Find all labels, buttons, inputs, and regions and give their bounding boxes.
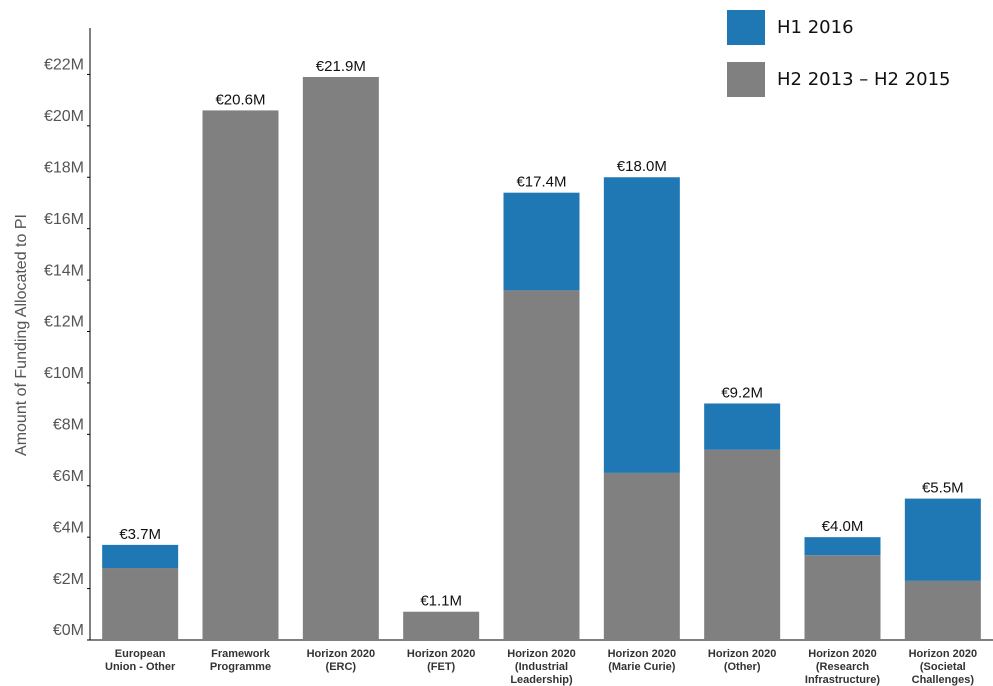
x-tick-label-line: (Industrial [515, 661, 568, 673]
bar-segment [403, 611, 480, 640]
x-tick-label-line: Programme [210, 661, 271, 673]
y-tick-label: €18M [44, 159, 84, 176]
bar-segment [603, 472, 680, 640]
x-tick-label-line: Framework [211, 648, 271, 660]
x-tick-label-line: (FET) [427, 661, 455, 673]
x-tick-label: European Union - Other [105, 648, 176, 673]
total-label: €9.2M [721, 384, 763, 401]
x-tick-label-line: (Research [816, 661, 869, 673]
y-tick-label: €12M [44, 314, 84, 331]
x-tick-label-line: Horizon 2020 [507, 648, 575, 660]
total-label: €20.6M [215, 91, 265, 108]
bar-segment [904, 498, 981, 581]
x-tick-label: Horizon 2020 (FET) [407, 648, 475, 673]
y-axis-title: Amount of Funding Allocated to PI [13, 214, 30, 456]
bar-segment [704, 403, 781, 450]
x-tick-label: Horizon 2020 (ERC) [307, 648, 375, 673]
legend-label: H2 2013 – H2 2015 [777, 69, 950, 90]
y-tick-label: €8M [53, 417, 84, 434]
total-label: €17.4M [516, 174, 566, 191]
y-tick-label: €2M [53, 571, 84, 588]
bar-segment [503, 192, 580, 291]
x-tick-label: Horizon 2020 (Industrial Leadership) [507, 648, 575, 686]
x-tick-label-line: Union - Other [105, 661, 176, 673]
y-tick-label: €4M [53, 519, 84, 536]
total-label: €3.7M [119, 526, 161, 543]
total-label: €18.0M [617, 158, 667, 175]
x-tick-label-line: (Marie Curie) [608, 661, 676, 673]
bar-segment [102, 568, 179, 640]
x-tick-label-line: Challenges) [912, 674, 975, 686]
x-tick-label-line: Horizon 2020 [608, 648, 676, 660]
x-tick-label-line: (ERC) [326, 661, 357, 673]
y-tick-label: €0M [53, 622, 84, 639]
x-tick-label-line: Horizon 2020 [808, 648, 876, 660]
y-tick-label: €20M [44, 108, 84, 125]
bar-segment [904, 580, 981, 640]
bar-segment [503, 290, 580, 640]
x-tick-label-line: Horizon 2020 [708, 648, 776, 660]
bar-segment [102, 544, 179, 569]
x-tick-label-line: Horizon 2020 [407, 648, 475, 660]
y-tick-label: €22M [44, 57, 84, 74]
x-tick-label-line: Horizon 2020 [307, 648, 375, 660]
y-tick-label: €6M [53, 468, 84, 485]
x-tick-label-line: Horizon 2020 [909, 648, 977, 660]
total-label: €21.9M [316, 58, 366, 75]
legend-label: H1 2016 [777, 17, 854, 38]
total-label: €4.0M [822, 518, 864, 535]
x-tick-label: Horizon 2020 (Marie Curie) [608, 648, 676, 673]
x-tick-label-line: (Other) [724, 661, 761, 673]
total-label: €1.1M [420, 593, 462, 610]
bar-segment [804, 537, 881, 556]
x-tick-label: Horizon 2020 (Research Infrastructure) [805, 648, 881, 686]
x-tick-label: Horizon 2020 (Societal Challenges) [909, 648, 977, 686]
bar-segment [302, 76, 379, 641]
bar-segment [603, 177, 680, 473]
legend-swatch [727, 62, 765, 97]
y-tick-label: €16M [44, 211, 84, 228]
x-tick-label-line: (Societal [920, 661, 966, 673]
total-label: €5.5M [922, 480, 964, 497]
bar-segment [704, 449, 781, 640]
x-tick-label-line: Infrastructure) [805, 674, 881, 686]
bar-segment [202, 110, 279, 641]
y-tick-label: €10M [44, 365, 84, 382]
x-tick-label: Horizon 2020 (Other) [708, 648, 776, 673]
x-tick-label: Framework Programme [210, 648, 271, 673]
legend-swatch [727, 10, 765, 45]
bar-segment [804, 555, 881, 640]
x-tick-label-line: European [115, 648, 166, 660]
y-tick-label: €14M [44, 262, 84, 279]
x-tick-label-line: Leadership) [510, 674, 573, 686]
